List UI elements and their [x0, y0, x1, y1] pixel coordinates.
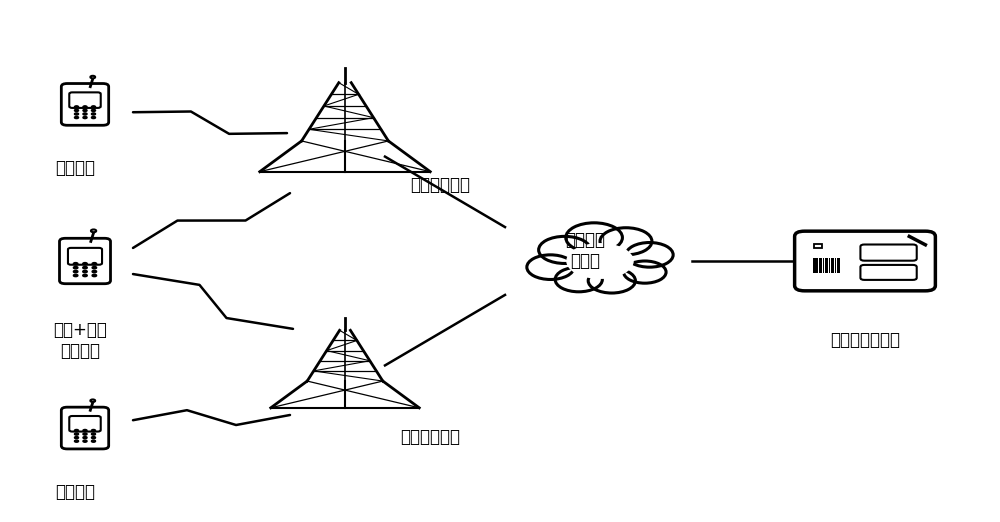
Circle shape — [73, 263, 78, 265]
Circle shape — [83, 430, 87, 432]
Circle shape — [91, 106, 96, 108]
Bar — [819, 258, 822, 273]
Circle shape — [92, 266, 97, 269]
Circle shape — [83, 110, 87, 112]
Circle shape — [626, 243, 673, 267]
Text: 窄带终端: 窄带终端 — [55, 483, 95, 501]
Circle shape — [83, 113, 87, 115]
Text: 宽带+窄带
双模终端: 宽带+窄带 双模终端 — [53, 321, 107, 360]
Circle shape — [539, 236, 591, 264]
Text: 窄带集群基站: 窄带集群基站 — [400, 429, 460, 446]
Circle shape — [91, 436, 96, 438]
Circle shape — [83, 433, 87, 435]
Circle shape — [74, 106, 79, 108]
Circle shape — [83, 106, 87, 108]
Bar — [814, 244, 822, 248]
Circle shape — [74, 430, 79, 432]
Text: 统一融合调度台: 统一融合调度台 — [830, 331, 900, 349]
Circle shape — [74, 113, 79, 115]
Circle shape — [567, 244, 633, 278]
Circle shape — [92, 270, 97, 272]
Circle shape — [73, 275, 78, 277]
Circle shape — [91, 430, 96, 432]
Bar — [837, 258, 840, 273]
Circle shape — [92, 275, 97, 277]
Circle shape — [74, 440, 79, 442]
Circle shape — [91, 116, 96, 118]
Bar — [825, 258, 828, 273]
Circle shape — [588, 268, 635, 293]
Circle shape — [73, 270, 78, 272]
Circle shape — [74, 433, 79, 435]
Bar — [835, 258, 836, 273]
Circle shape — [90, 76, 95, 78]
Circle shape — [91, 433, 96, 435]
Bar — [823, 258, 824, 273]
Text: 宽带终端: 宽带终端 — [55, 159, 95, 177]
Bar — [813, 258, 816, 273]
Circle shape — [91, 110, 96, 112]
Circle shape — [83, 266, 87, 269]
Circle shape — [91, 113, 96, 115]
Circle shape — [600, 228, 652, 255]
Circle shape — [83, 275, 87, 277]
Circle shape — [74, 110, 79, 112]
Bar — [831, 258, 834, 273]
FancyBboxPatch shape — [860, 244, 917, 260]
Circle shape — [91, 440, 96, 442]
Circle shape — [90, 399, 95, 402]
Bar — [829, 258, 830, 273]
Circle shape — [83, 440, 87, 442]
Circle shape — [83, 436, 87, 438]
FancyBboxPatch shape — [69, 416, 101, 432]
FancyBboxPatch shape — [68, 248, 102, 265]
Circle shape — [527, 255, 574, 279]
FancyBboxPatch shape — [795, 231, 935, 291]
FancyBboxPatch shape — [61, 407, 109, 449]
FancyBboxPatch shape — [60, 238, 111, 284]
Circle shape — [73, 266, 78, 269]
Circle shape — [555, 267, 602, 292]
Bar — [816, 258, 818, 273]
Text: 宽带集群基站: 宽带集群基站 — [410, 176, 470, 194]
Circle shape — [83, 263, 87, 265]
Circle shape — [92, 263, 97, 265]
Circle shape — [74, 116, 79, 118]
FancyBboxPatch shape — [69, 92, 101, 108]
FancyBboxPatch shape — [61, 84, 109, 125]
FancyBboxPatch shape — [860, 265, 917, 280]
Circle shape — [566, 223, 622, 252]
Circle shape — [74, 436, 79, 438]
Text: 统一融合
核心网: 统一融合 核心网 — [565, 231, 605, 270]
Circle shape — [83, 270, 87, 272]
Circle shape — [91, 230, 96, 232]
Circle shape — [83, 116, 87, 118]
Circle shape — [624, 261, 666, 283]
